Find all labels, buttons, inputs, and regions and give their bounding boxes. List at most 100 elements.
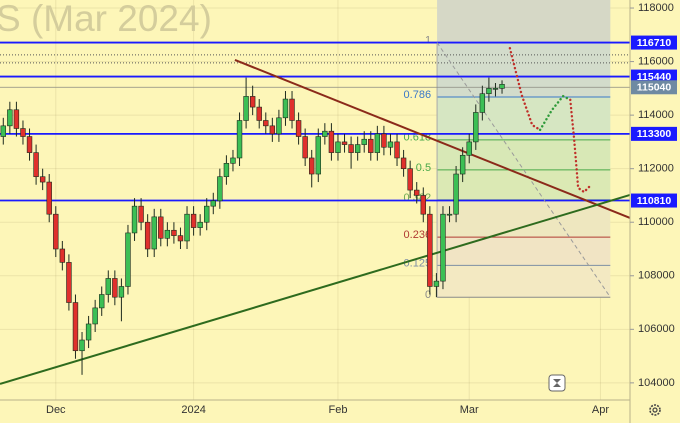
candle-body [0, 125, 6, 137]
last-price-label: 115040 [637, 82, 672, 94]
candle-body [466, 141, 472, 156]
candle-body [354, 144, 361, 153]
candle-body [473, 112, 479, 143]
candle-body [341, 141, 348, 145]
candle-body [309, 157, 315, 175]
level-label: 113300 [637, 128, 672, 140]
y-tick-label: 110000 [638, 216, 674, 228]
x-tick-label: Apr [592, 404, 609, 416]
level-label: 110810 [637, 195, 672, 207]
candle-body [243, 96, 249, 121]
chart-title: S (Mar 2024) [0, 0, 212, 39]
candle-body [433, 280, 440, 287]
candle-body [269, 125, 276, 135]
y-tick-label: 104000 [638, 377, 675, 389]
candle-body [322, 130, 328, 137]
candle-body [236, 120, 243, 159]
replay-icon[interactable] [548, 374, 566, 392]
candle-body [72, 302, 79, 352]
y-tick-label: 112000 [638, 163, 674, 175]
candle-body [20, 128, 26, 137]
candle-body [46, 181, 52, 215]
candle-body [118, 286, 125, 298]
candle-body [171, 229, 177, 236]
candle-body [295, 120, 302, 137]
last-price-box [631, 80, 677, 95]
candle-body [85, 323, 92, 341]
candle-body [151, 216, 157, 250]
candle-body [144, 221, 151, 250]
candle-body [328, 130, 335, 153]
x-tick-label: Dec [46, 404, 66, 416]
fib-zone [437, 265, 611, 298]
y-tick-label: 108000 [638, 270, 675, 282]
level-label-box [631, 69, 677, 84]
candle-body [204, 205, 210, 223]
candle-body [486, 88, 492, 95]
candle-body [125, 232, 131, 287]
candle-body [230, 157, 236, 164]
candle-body [414, 189, 420, 196]
candle-body [400, 157, 407, 169]
candle-body [407, 168, 413, 191]
level-label-box [631, 126, 677, 141]
candle-body [26, 136, 33, 153]
candle-body [105, 278, 111, 295]
candle-body [92, 307, 98, 325]
fib-label: 0.236 [404, 229, 432, 241]
fib-top-zone [437, 0, 611, 43]
level-label: 116710 [637, 37, 672, 49]
candle-body [164, 229, 171, 239]
fib-zone [437, 139, 611, 170]
level-label: 115440 [637, 71, 672, 83]
candle-body [223, 163, 230, 178]
fib-trend-line [436, 42, 611, 298]
fib-label: 0.5 [416, 162, 431, 174]
forecast-path [569, 98, 592, 194]
candle-body [158, 216, 164, 239]
fib-label: 0 [425, 289, 431, 301]
x-tick-label: Feb [328, 404, 347, 416]
candle-body [190, 213, 197, 228]
trend-line [0, 193, 631, 385]
trend-line [234, 59, 631, 219]
candle-body [282, 98, 289, 119]
y-tick-label: 106000 [638, 323, 675, 335]
fib-zone [437, 237, 611, 266]
candle-body [499, 84, 505, 89]
level-label-box [631, 35, 677, 50]
candle-body [217, 176, 223, 202]
y-tick-label: 118000 [638, 2, 674, 14]
candle-body [440, 213, 446, 282]
fib-label: 1 [425, 34, 431, 46]
candle-body [335, 141, 341, 153]
y-tick-label: 114000 [638, 109, 674, 121]
candle-body [368, 138, 374, 153]
candle-body [348, 144, 354, 153]
y-tick-label: 116000 [638, 55, 674, 67]
candle-body [492, 88, 499, 90]
candle-body [256, 106, 262, 121]
candle-body [66, 262, 72, 303]
x-tick-label: Mar [460, 404, 479, 416]
fib-label: 0.786 [404, 89, 432, 101]
candle-body [453, 173, 459, 215]
candle-body [79, 339, 85, 352]
level-label-box [631, 193, 677, 208]
forecast-path [508, 46, 542, 132]
candle-body [33, 152, 39, 178]
candle-body [7, 109, 13, 127]
candle-body [53, 213, 59, 250]
candle-body [210, 200, 216, 207]
candle-body [197, 221, 203, 228]
x-tick-label: 2024 [181, 404, 205, 416]
candle-body [112, 278, 118, 298]
candle-body [184, 213, 190, 242]
forecast-path [538, 94, 572, 132]
candle-body [39, 176, 46, 183]
settings-icon[interactable] [649, 404, 661, 416]
candle-body [374, 133, 381, 153]
